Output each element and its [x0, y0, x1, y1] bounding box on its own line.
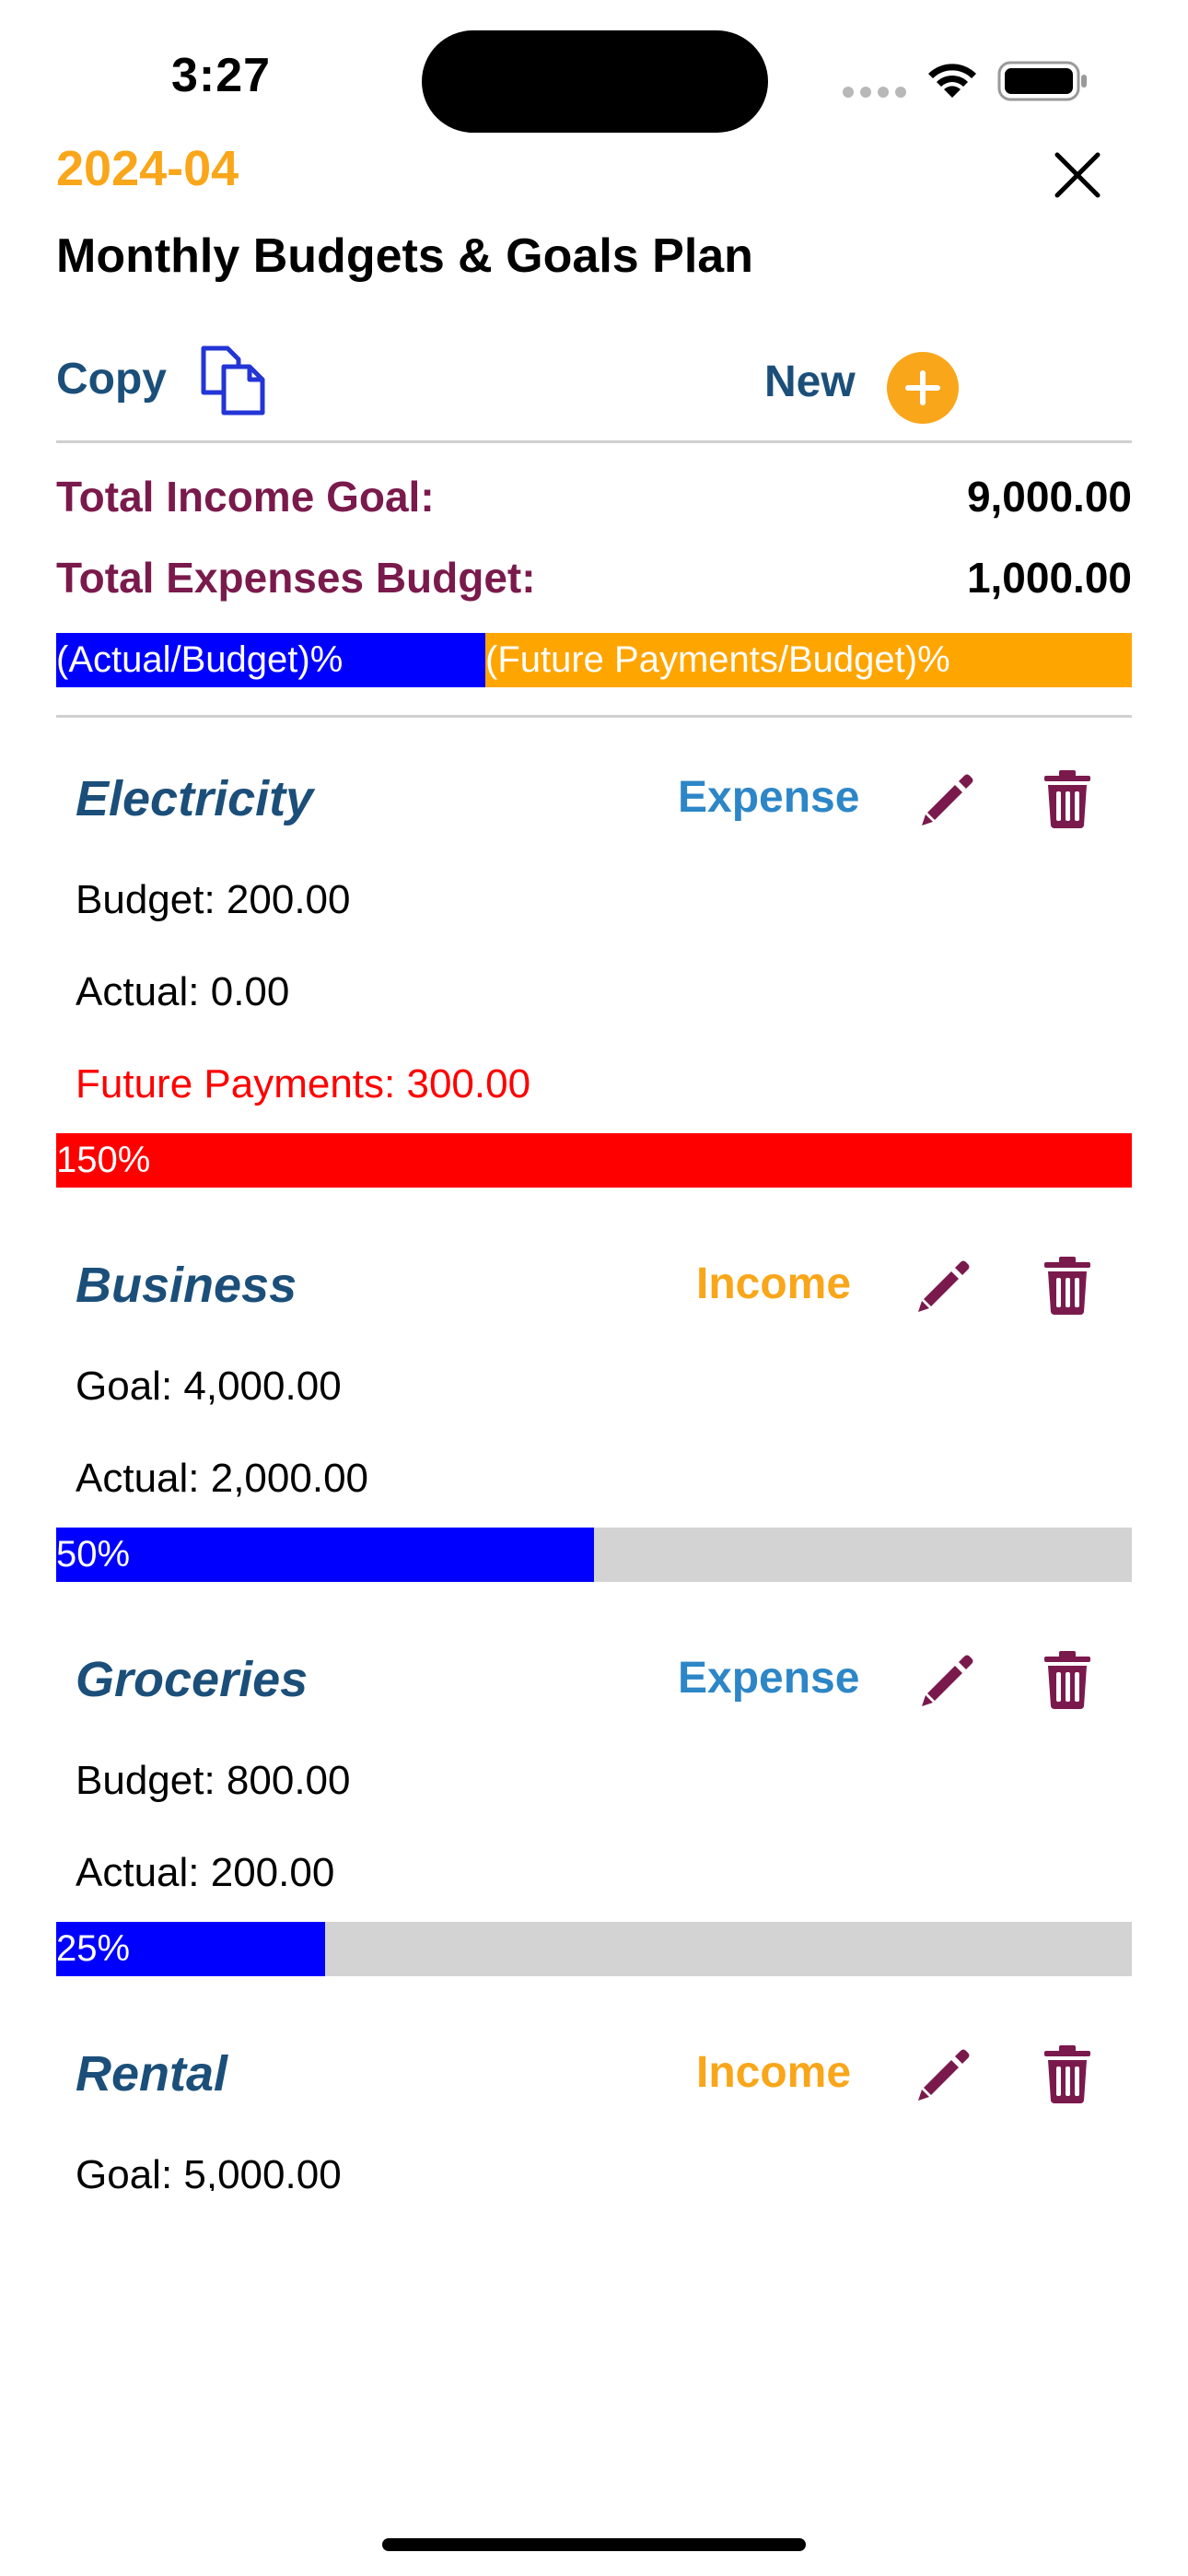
copy-button[interactable]: Copy: [56, 339, 275, 418]
item-name: Business: [76, 1258, 297, 1313]
month-label: 2024-04: [56, 141, 239, 196]
copy-button-label: Copy: [56, 354, 167, 404]
close-icon[interactable]: [1050, 147, 1105, 203]
item-budget: Budget: 800.00: [76, 1758, 351, 1803]
battery-icon: [997, 61, 1087, 101]
item-type: Expense: [678, 1654, 860, 1703]
divider: [56, 715, 1132, 718]
cellular-signal-icon: [843, 87, 906, 98]
item-type: Income: [696, 2048, 852, 2097]
item-type: Income: [696, 1259, 852, 1308]
progress-percent: 25%: [56, 1928, 131, 1969]
dynamic-island: [422, 30, 768, 133]
progress-percent: 150%: [56, 1140, 151, 1180]
legend-bar: (Actual/Budget)% (Future Payments/Budget…: [56, 633, 1132, 687]
home-indicator[interactable]: [382, 2538, 806, 2551]
item-actual: Actual: 2,000.00: [76, 1456, 369, 1501]
legend-actual: (Actual/Budget)%: [56, 633, 485, 687]
item-type: Expense: [678, 773, 860, 822]
progress-bar: 25%: [56, 1922, 1132, 1976]
progress-fill: [56, 1922, 325, 1976]
new-button-label: New: [764, 357, 856, 406]
page-title: Monthly Budgets & Goals Plan: [56, 229, 753, 283]
item-goal: Goal: 4,000.00: [76, 1364, 342, 1409]
item-budget: Budget: 200.00: [76, 877, 351, 922]
item-name: Groceries: [76, 1652, 309, 1707]
plus-circle-icon: [886, 352, 959, 424]
item-actual: Actual: 0.00: [76, 969, 290, 1014]
progress-percent: 50%: [56, 1534, 131, 1575]
item-future-payments: Future Payments: 300.00: [76, 1061, 531, 1107]
legend-future: (Future Payments/Budget)%: [485, 633, 1132, 687]
progress-fill: [56, 1528, 594, 1582]
wifi-icon: [928, 64, 976, 98]
pencil-icon[interactable]: [918, 770, 977, 829]
copy-icon: [201, 345, 265, 416]
item-name: Electricity: [76, 771, 314, 826]
item-name: Rental: [76, 2046, 228, 2102]
items-list[interactable]: Electricity Expense Budget: 200.00 Actua…: [0, 0, 1188, 2191]
total-expenses-label: Total Expenses Budget:: [56, 554, 536, 602]
trash-icon[interactable]: [1041, 768, 1094, 829]
pencil-icon[interactable]: [914, 1257, 973, 1316]
trash-icon[interactable]: [1041, 2043, 1094, 2104]
progress-bar: 50%: [56, 1528, 1132, 1582]
pencil-icon[interactable]: [914, 2045, 973, 2104]
item-goal: Goal: 5,000.00: [76, 2152, 342, 2191]
total-income-value: 9,000.00: [966, 473, 1132, 521]
progress-bar: 150%: [56, 1133, 1132, 1188]
divider: [56, 440, 1132, 443]
trash-icon[interactable]: [1041, 1649, 1094, 1710]
trash-icon[interactable]: [1041, 1255, 1094, 1316]
progress-fill: [56, 1133, 1132, 1188]
pencil-icon[interactable]: [918, 1651, 977, 1710]
status-time: 3:27: [171, 49, 272, 102]
total-income-label: Total Income Goal:: [56, 473, 435, 521]
total-expenses-value: 1,000.00: [966, 554, 1132, 602]
new-button[interactable]: New: [764, 339, 959, 424]
item-actual: Actual: 200.00: [76, 1850, 335, 1895]
